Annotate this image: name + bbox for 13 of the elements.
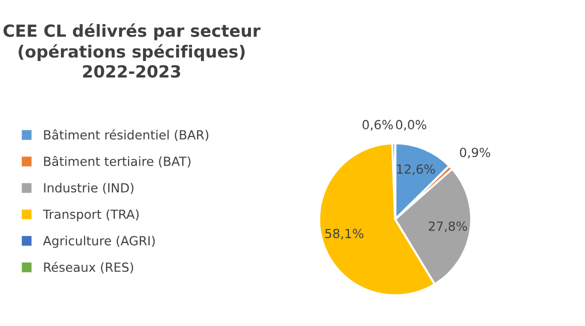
legend-label: Réseaux (RES) — [44, 262, 134, 274]
data-label: 0,6% — [362, 120, 393, 131]
chart-title: CEE CL délivrés par secteur (opérations spécifiques) 2022-2023 — [4, 23, 261, 78]
legend-label: Bâtiment tertiaire (BAT) — [44, 156, 190, 168]
data-label: 27,8% — [428, 221, 467, 232]
data-label: 12,6% — [397, 164, 435, 176]
text: 0,0% — [396, 120, 426, 131]
legend-label: Bâtiment résidentiel (BAR) — [44, 129, 208, 142]
legend-label: Industrie (IND) — [44, 182, 134, 194]
data-label: 58,1% — [325, 228, 364, 240]
legend-label: Agriculture (AGRI) — [43, 236, 155, 248]
legend-label: Transport (TRA) — [42, 209, 139, 222]
data-label: 0,9% — [460, 148, 490, 158]
